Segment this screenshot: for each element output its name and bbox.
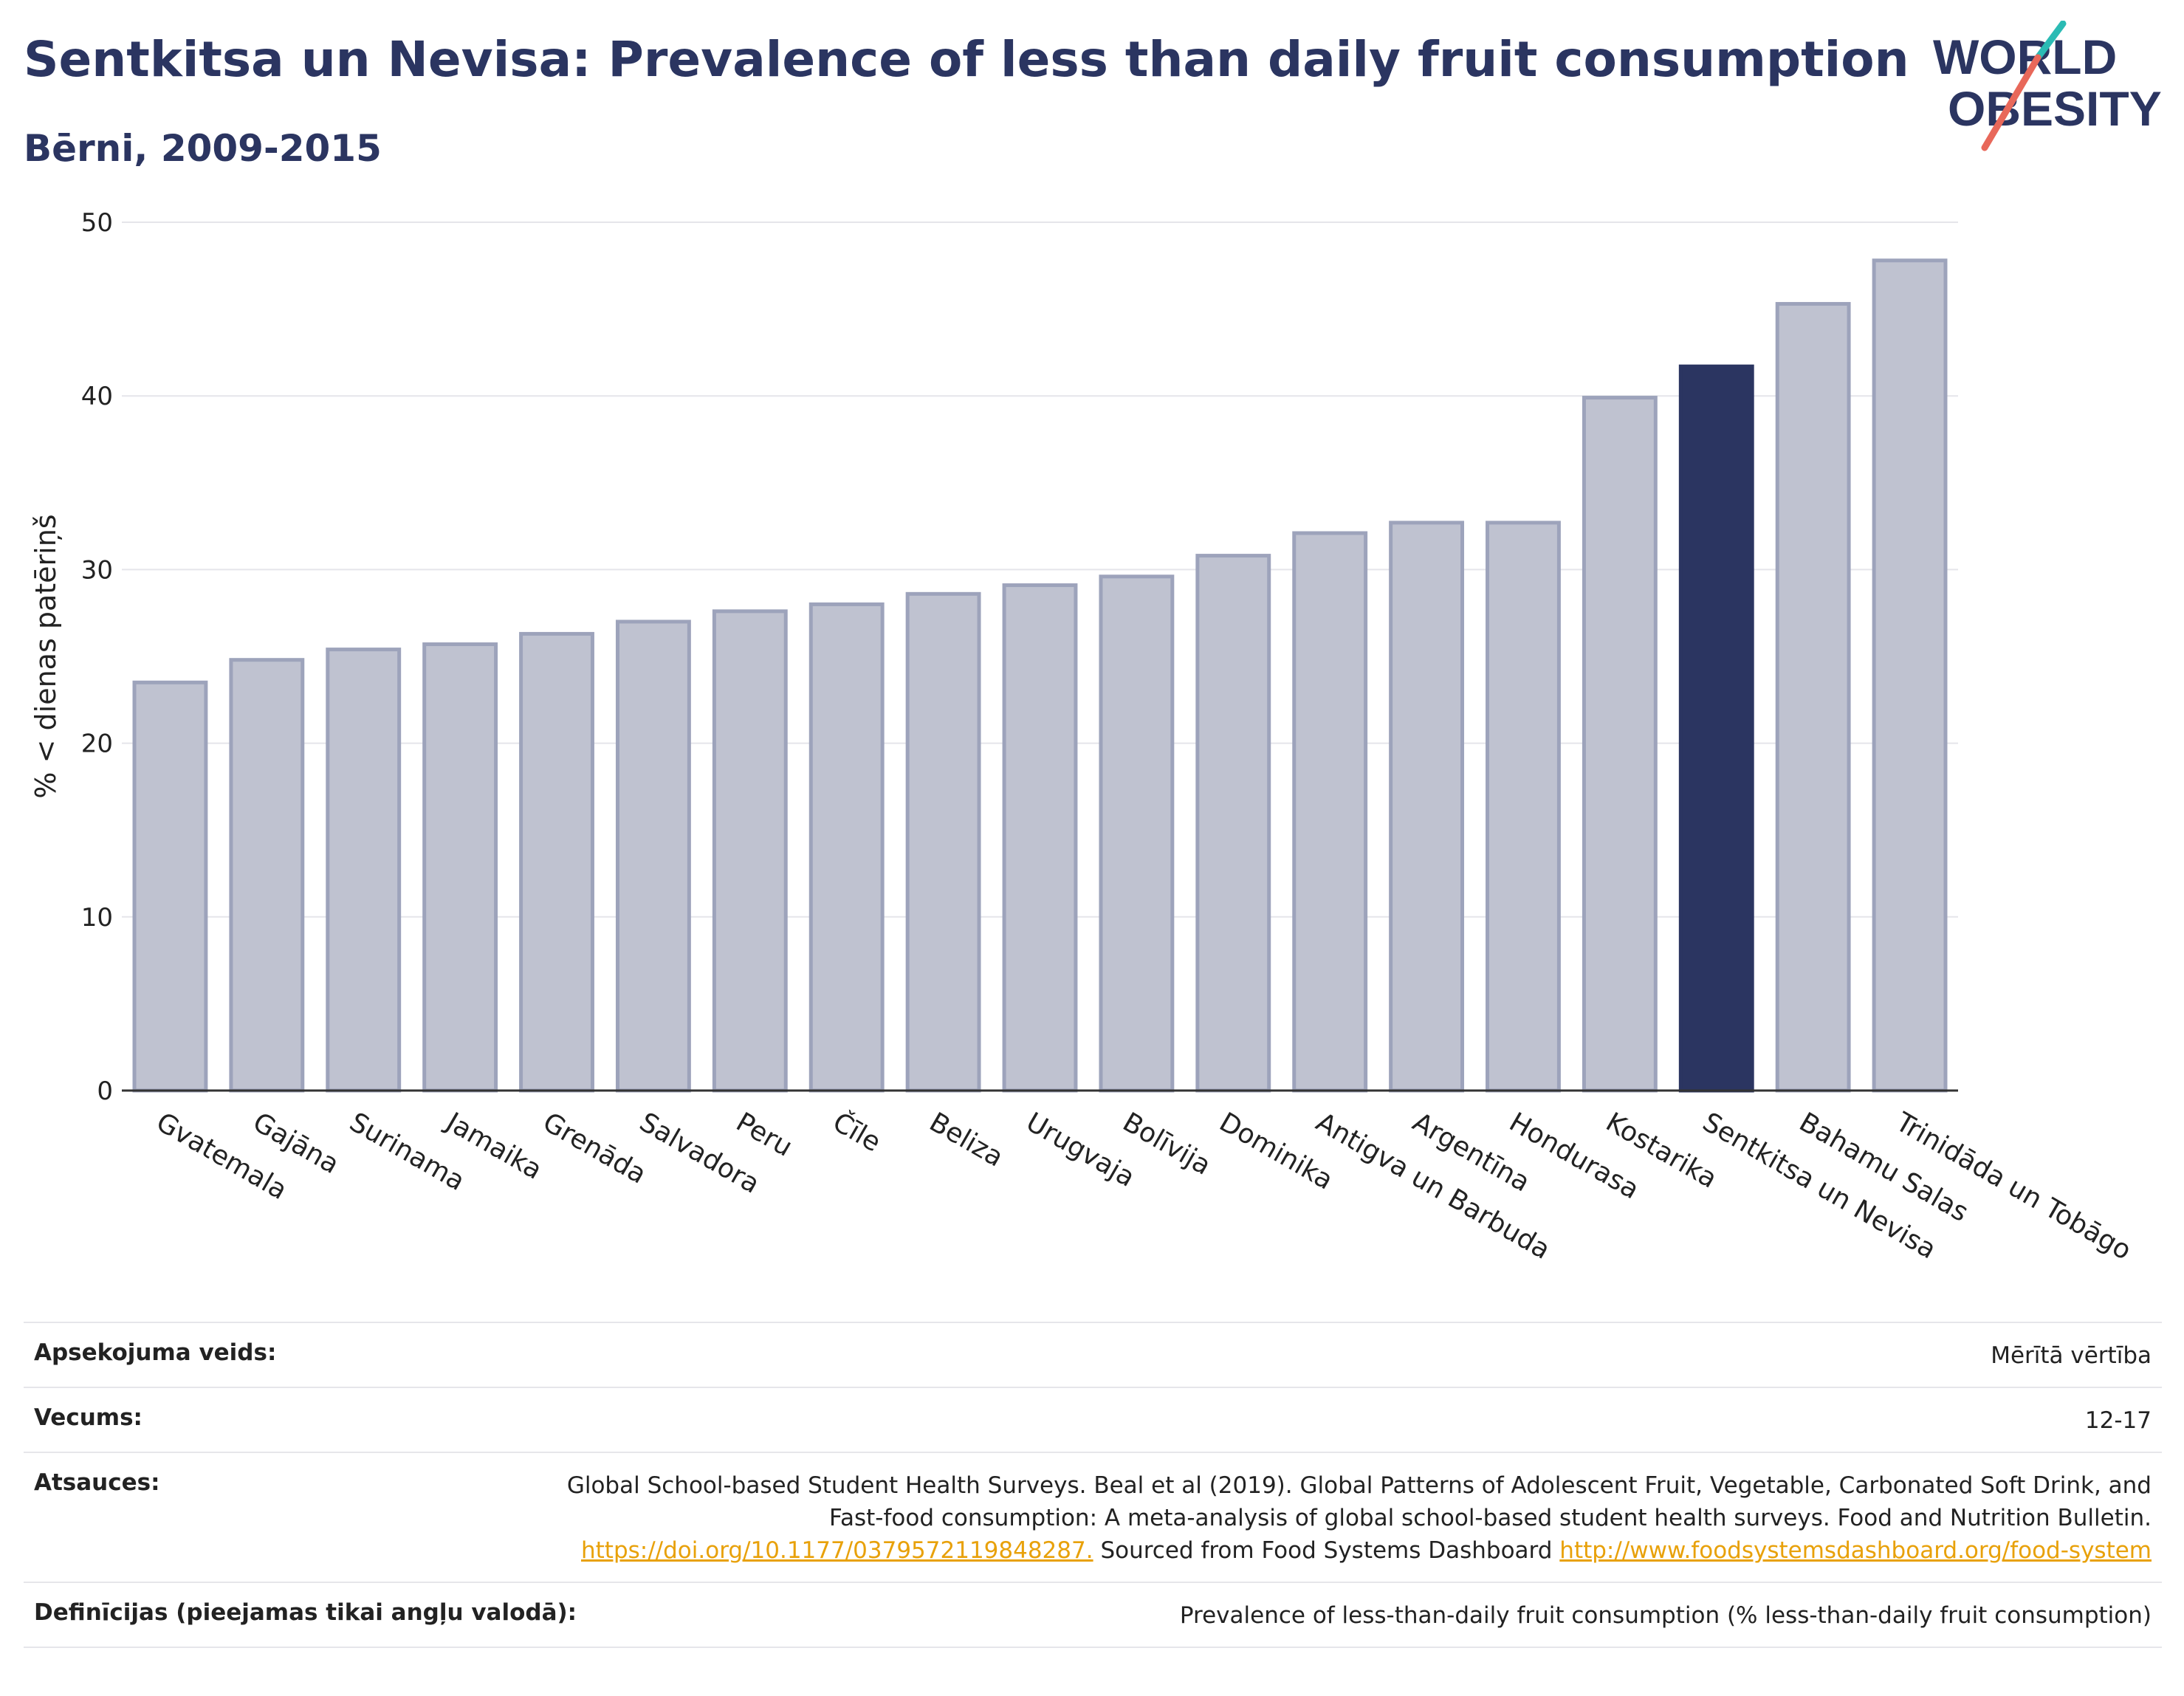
definitions-value: Prevalence of less-than-daily fruit cons…	[1179, 1602, 2152, 1630]
bar	[615, 619, 691, 1093]
meta-row-definitions: Definīcijas (pieejamas tikai angļu valod…	[24, 1582, 2162, 1649]
y-tick-label: 50	[81, 208, 113, 238]
y-tick-label: 0	[97, 1077, 113, 1106]
bar	[1292, 531, 1368, 1093]
age-label: Vecums:	[34, 1404, 142, 1432]
page-subtitle: Bērni, 2009-2015	[24, 127, 382, 170]
world-obesity-logo: WORLD OBESITY	[1933, 21, 2162, 151]
references-label: Atsauces:	[34, 1469, 160, 1497]
y-tick-label: 20	[81, 729, 113, 759]
bar	[808, 602, 885, 1093]
bar	[422, 642, 498, 1093]
logo-text-obesity: OBESITY	[1948, 81, 2162, 136]
x-tick-label: Beliza	[924, 1107, 1009, 1173]
bar	[1872, 258, 1948, 1093]
x-tick-label: Peru	[731, 1107, 797, 1163]
bar	[712, 609, 788, 1093]
metadata-table: Apsekojuma veids: Mērītā vērtība Vecums:…	[24, 1322, 2162, 1649]
definitions-label: Definīcijas (pieejamas tikai angļu valod…	[34, 1599, 577, 1627]
y-axis-title: % < dienas patēriņš	[30, 514, 62, 798]
doi-link[interactable]: https://doi.org/10.1177/0379572119848287…	[581, 1537, 1093, 1565]
meta-row-survey-type: Apsekojuma veids: Mērītā vērtība	[24, 1322, 2162, 1387]
bar	[905, 591, 981, 1093]
survey-type-value: Mērītā vērtība	[1991, 1342, 2152, 1369]
age-value: 12-17	[2084, 1407, 2152, 1435]
logo-slash-coral	[1981, 54, 2042, 151]
meta-row-references: Atsauces: Global School-based Student He…	[24, 1452, 2162, 1582]
bar	[1775, 302, 1851, 1093]
page-title: Sentkitsa un Nevisa: Prevalence of less …	[24, 31, 1909, 88]
bar	[1099, 574, 1175, 1093]
bar	[1486, 521, 1561, 1093]
bar	[229, 658, 305, 1093]
bar	[1389, 521, 1465, 1093]
bar	[519, 631, 594, 1093]
bar	[326, 648, 402, 1093]
bar	[132, 680, 208, 1093]
x-tick-label: Urugvaja	[1021, 1107, 1140, 1193]
bar	[1195, 554, 1271, 1093]
bar	[1002, 583, 1078, 1093]
logo-slash-teal	[2034, 21, 2067, 61]
x-tick-label: Čīle	[828, 1106, 886, 1158]
references-value: Global School-based Student Health Surve…	[564, 1469, 2162, 1567]
bar	[1582, 396, 1658, 1093]
food-systems-link[interactable]: http://www.foodsystemsdashboard.org/food…	[1559, 1537, 2152, 1565]
x-tick-label: Grenāda	[538, 1107, 651, 1189]
survey-type-label: Apsekojuma veids:	[34, 1339, 277, 1366]
references-source-text: Sourced from Food Systems Dashboard	[1100, 1537, 1553, 1565]
y-tick-label: 30	[81, 555, 113, 585]
references-text: Global School-based Student Health Surve…	[566, 1472, 2152, 1532]
y-tick-label: 40	[81, 382, 113, 411]
y-tick-label: 10	[81, 903, 113, 933]
meta-row-age: Vecums: 12-17	[24, 1387, 2162, 1452]
bar	[1678, 364, 1754, 1093]
